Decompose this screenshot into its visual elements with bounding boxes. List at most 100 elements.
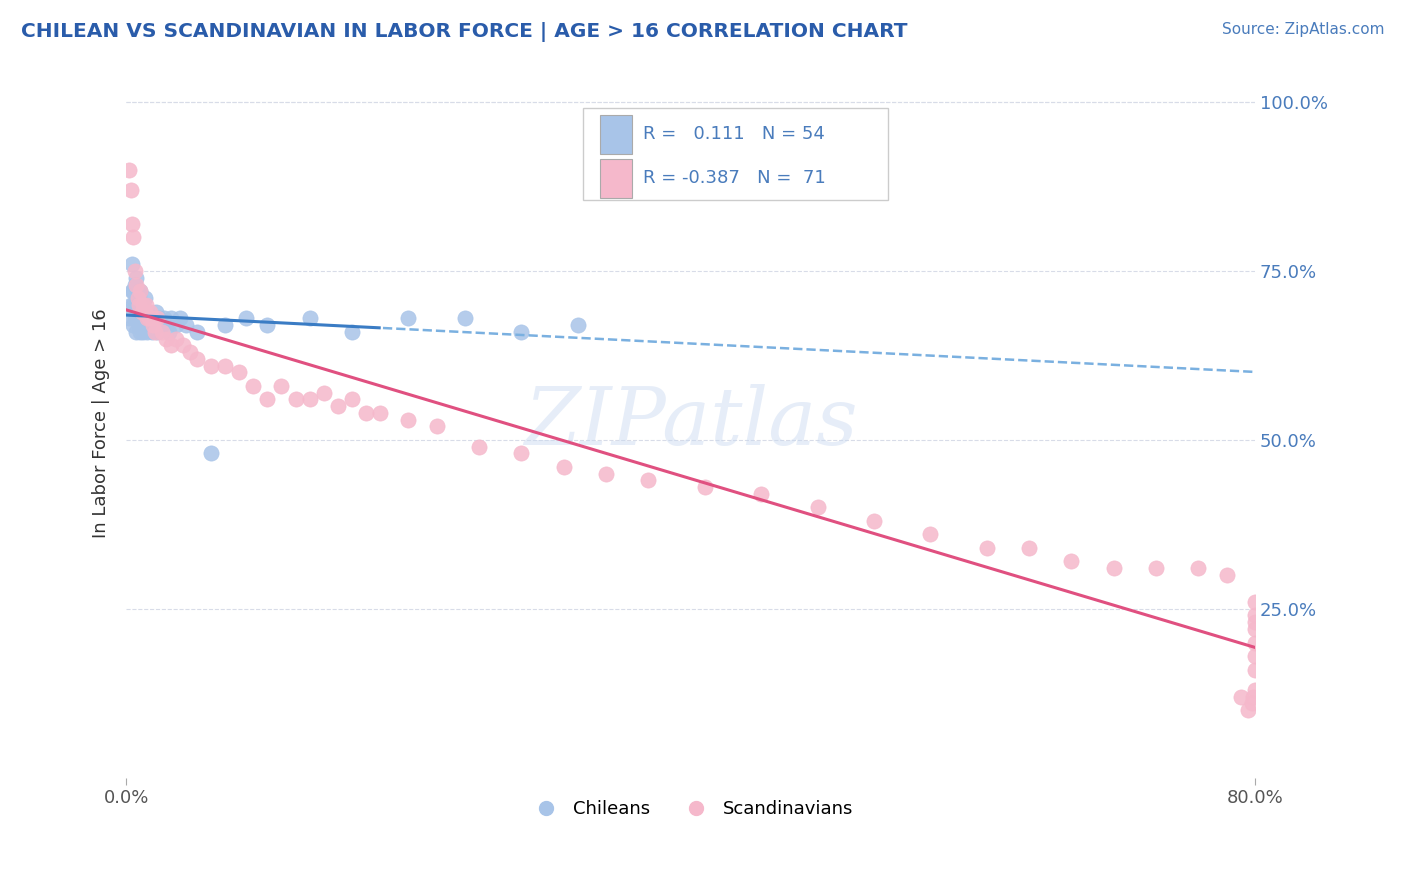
Point [155,332,177,346]
Point [142,311,165,326]
FancyBboxPatch shape [583,108,889,200]
Point [354,406,377,420]
Point [637,474,659,488]
Text: R = -0.387   N =  71: R = -0.387 N = 71 [643,169,825,187]
Point [1236,703,1258,717]
Point [454,311,477,326]
Point [122,285,145,299]
Point [426,419,449,434]
Point [235,311,257,326]
Point [976,541,998,555]
Point [174,318,197,332]
Point [160,338,183,352]
Point [141,325,163,339]
Point [150,325,173,339]
Point [127,291,149,305]
Point [131,304,153,318]
Point [228,365,250,379]
Point [134,304,156,318]
Point [510,325,533,339]
Point [125,277,148,292]
Point [1102,561,1125,575]
Point [510,446,533,460]
Point [186,325,208,339]
Point [1229,690,1251,704]
Point [165,318,187,332]
Point [340,325,363,339]
FancyBboxPatch shape [600,159,631,198]
Point [160,311,183,326]
Point [118,162,141,177]
Point [128,291,150,305]
Point [141,311,163,326]
Point [146,311,169,326]
Point [132,298,155,312]
Point [595,467,617,481]
Point [143,318,166,332]
Point [118,311,141,326]
Point [128,318,150,332]
Point [214,318,236,332]
Text: R =   0.111   N = 54: R = 0.111 N = 54 [643,126,825,144]
Point [124,264,146,278]
Point [1244,608,1267,623]
Point [256,392,278,407]
Point [693,480,716,494]
Point [242,379,264,393]
Point [200,359,222,373]
Point [138,318,160,332]
Point [1244,615,1267,630]
Point [186,351,208,366]
Point [148,311,170,326]
Point [129,285,152,299]
Point [120,298,142,312]
Point [132,325,155,339]
Point [122,230,145,244]
Point [121,217,143,231]
Point [270,379,292,393]
Point [128,298,150,312]
Point [143,325,166,339]
Text: Source: ZipAtlas.com: Source: ZipAtlas.com [1222,22,1385,37]
Point [256,318,278,332]
Point [131,298,153,312]
Point [1241,696,1264,710]
Point [165,332,187,346]
Point [368,406,391,420]
Point [142,318,165,332]
Point [136,325,159,339]
FancyBboxPatch shape [600,115,631,154]
Point [863,514,886,528]
Point [1244,648,1267,663]
Point [127,304,149,318]
Point [150,318,173,332]
Point [134,291,156,305]
Point [135,311,157,326]
Point [553,459,575,474]
Point [121,285,143,299]
Point [122,318,145,332]
Point [135,298,157,312]
Point [139,311,162,326]
Point [298,392,321,407]
Point [125,298,148,312]
Point [1215,568,1237,582]
Point [1187,561,1209,575]
Point [127,285,149,299]
Point [806,500,828,515]
Point [179,345,201,359]
Point [124,277,146,292]
Point [120,183,142,197]
Point [145,304,167,318]
Point [125,325,148,339]
Point [157,325,180,339]
Point [1243,690,1265,704]
Point [129,325,152,339]
Point [398,412,420,426]
Point [138,311,160,326]
Point [136,304,159,318]
Point [200,446,222,460]
Point [134,318,156,332]
Point [298,311,321,326]
Text: ZIPatlas: ZIPatlas [524,384,858,462]
